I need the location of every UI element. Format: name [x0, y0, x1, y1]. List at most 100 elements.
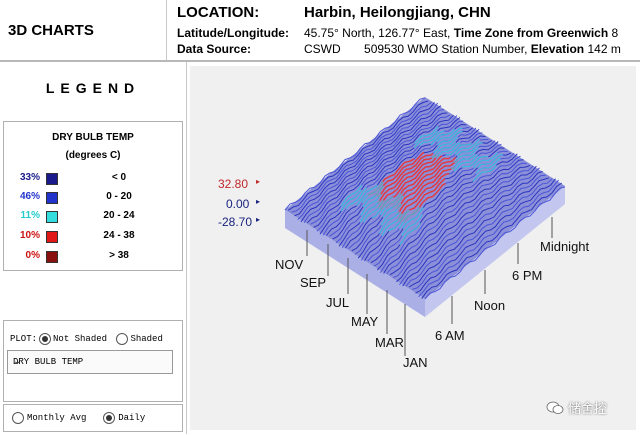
- cyan-segment: [322, 120, 464, 236]
- legend-swatch: [46, 192, 58, 204]
- hour-label-midnight: Midnight: [540, 239, 590, 254]
- month-label-may: MAY: [351, 314, 379, 329]
- monthly-label[interactable]: Monthly Avg: [27, 413, 87, 423]
- ridge-line: [389, 165, 531, 276]
- hot-segment: [363, 147, 505, 262]
- ridge-line: [392, 165, 534, 279]
- not-shaded-label[interactable]: Not Shaded: [53, 334, 108, 344]
- hot-segment: [348, 138, 489, 250]
- z-arrow-zero: ▸: [256, 197, 260, 206]
- legend-range: 24 - 38: [103, 230, 135, 241]
- location-label: LOCATION:: [177, 4, 260, 21]
- ridge-line: [300, 105, 442, 223]
- cyan-segment: [351, 140, 493, 252]
- surface-front-left: [285, 210, 425, 317]
- variable-select[interactable]: DRY BULB TEMP ⌄: [7, 350, 173, 374]
- ridge-line: [303, 109, 445, 223]
- hot-segment: [360, 143, 502, 261]
- cyan-segment: [341, 132, 483, 249]
- z-arrow-min: ▸: [256, 215, 260, 224]
- legend-pct: 10%: [19, 230, 40, 241]
- z-label-zero: 0.00: [226, 197, 250, 211]
- legend-pct: 33%: [19, 172, 40, 183]
- legend-pct: 0%: [25, 250, 40, 261]
- cyan-segment: [338, 129, 480, 247]
- cyan-segment: [354, 140, 496, 255]
- legend-swatch: [46, 173, 58, 185]
- legend-row: 11% 20 - 24: [4, 210, 182, 226]
- month-label-sep: SEP: [300, 275, 326, 290]
- shaded-label[interactable]: Shaded: [130, 334, 163, 344]
- cyan-segment: [370, 152, 512, 264]
- watermark: 储舍控: [546, 398, 607, 417]
- legend-row: 10% 24 - 38: [4, 230, 182, 246]
- daily-radio[interactable]: [103, 412, 116, 424]
- ridge-line: [421, 182, 563, 299]
- ridge-line: [408, 177, 550, 288]
- monthly-radio[interactable]: [12, 412, 24, 424]
- legend-unit: (degrees C): [65, 150, 121, 161]
- source-row: CSWD 509530 WMO Station Number, Elevatio…: [304, 42, 621, 56]
- cyan-segment: [316, 115, 458, 232]
- ridge-line: [412, 178, 553, 290]
- axis-labels: JAN MAR MAY JUL SEP NOV 6 AM Noon 6 PM M…: [275, 239, 590, 370]
- legend-box: DRY BULB TEMP (degrees C) 33% < 0 46% 0 …: [3, 121, 183, 271]
- shaded-radio[interactable]: [116, 333, 129, 345]
- ridge-line: [415, 178, 556, 294]
- hot-segment: [351, 139, 493, 252]
- ridge-line: [313, 114, 454, 228]
- surface-front-right: [425, 186, 565, 317]
- period-row: Monthly Avg Daily: [12, 412, 145, 424]
- ridge-line: [297, 102, 439, 220]
- cyan-segment: [332, 127, 474, 240]
- z-axis-labels: 32.80 ▸ 0.00 ▸ -28.70 ▸: [218, 177, 260, 229]
- month-ticks: [306, 230, 406, 356]
- legend-swatch: [46, 231, 58, 243]
- station-value: 509530 WMO Station Number,: [364, 42, 528, 56]
- ridge-line: [424, 186, 566, 300]
- cyan-segment: [364, 147, 505, 262]
- ridge-line: [306, 112, 448, 224]
- hot-segment: [357, 140, 499, 259]
- hot-segment: [329, 126, 470, 237]
- cyan-segment: [367, 150, 508, 262]
- hot-segment: [344, 135, 486, 249]
- plot-label: PLOT:: [10, 334, 38, 344]
- ridge-line: [380, 155, 521, 273]
- ridge-line: [383, 159, 524, 274]
- hour-label-6pm: 6 PM: [512, 268, 542, 283]
- hot-segment: [338, 128, 480, 247]
- legend-variable: DRY BULB TEMP: [52, 132, 134, 143]
- month-label-nov: NOV: [275, 257, 304, 272]
- daily-label[interactable]: Daily: [118, 413, 146, 423]
- watermark-text: 储舍控: [568, 401, 608, 416]
- ridge-line: [402, 170, 543, 287]
- ridge-line: [399, 167, 540, 286]
- ridge-line: [386, 162, 527, 274]
- ridge-line: [294, 102, 435, 217]
- cyan-segment: [357, 141, 499, 259]
- header-divider: [166, 0, 167, 60]
- chart-area[interactable]: JAN MAR MAY JUL SEP NOV 6 AM Noon 6 PM M…: [190, 66, 636, 430]
- cyan-segment: [329, 126, 470, 237]
- cyan-band: [316, 115, 518, 271]
- month-label-jul: JUL: [326, 295, 349, 310]
- hot-band: [329, 126, 508, 262]
- legend-row: 0% > 38: [4, 250, 182, 266]
- ridge-line: [310, 114, 451, 225]
- legend-pct: 46%: [19, 191, 40, 202]
- cyan-segment: [326, 123, 467, 236]
- plot-mode-row: PLOT: Not Shaded Shaded: [10, 333, 163, 345]
- ridge-line: [396, 165, 537, 283]
- hot-segment: [367, 150, 508, 262]
- z-arrow-max: ▸: [256, 177, 260, 186]
- app-title: 3D CHARTS: [8, 22, 94, 39]
- chevron-down-icon: ⌄: [13, 357, 22, 368]
- variable-select-value: DRY BULB TEMP: [13, 357, 84, 367]
- not-shaded-radio[interactable]: [39, 333, 52, 345]
- legend-swatch: [46, 251, 58, 263]
- hour-label-noon: Noon: [474, 298, 505, 313]
- z-label-min: -28.70: [218, 215, 252, 229]
- source-value: CSWD: [304, 42, 341, 56]
- cyan-segment: [360, 143, 502, 261]
